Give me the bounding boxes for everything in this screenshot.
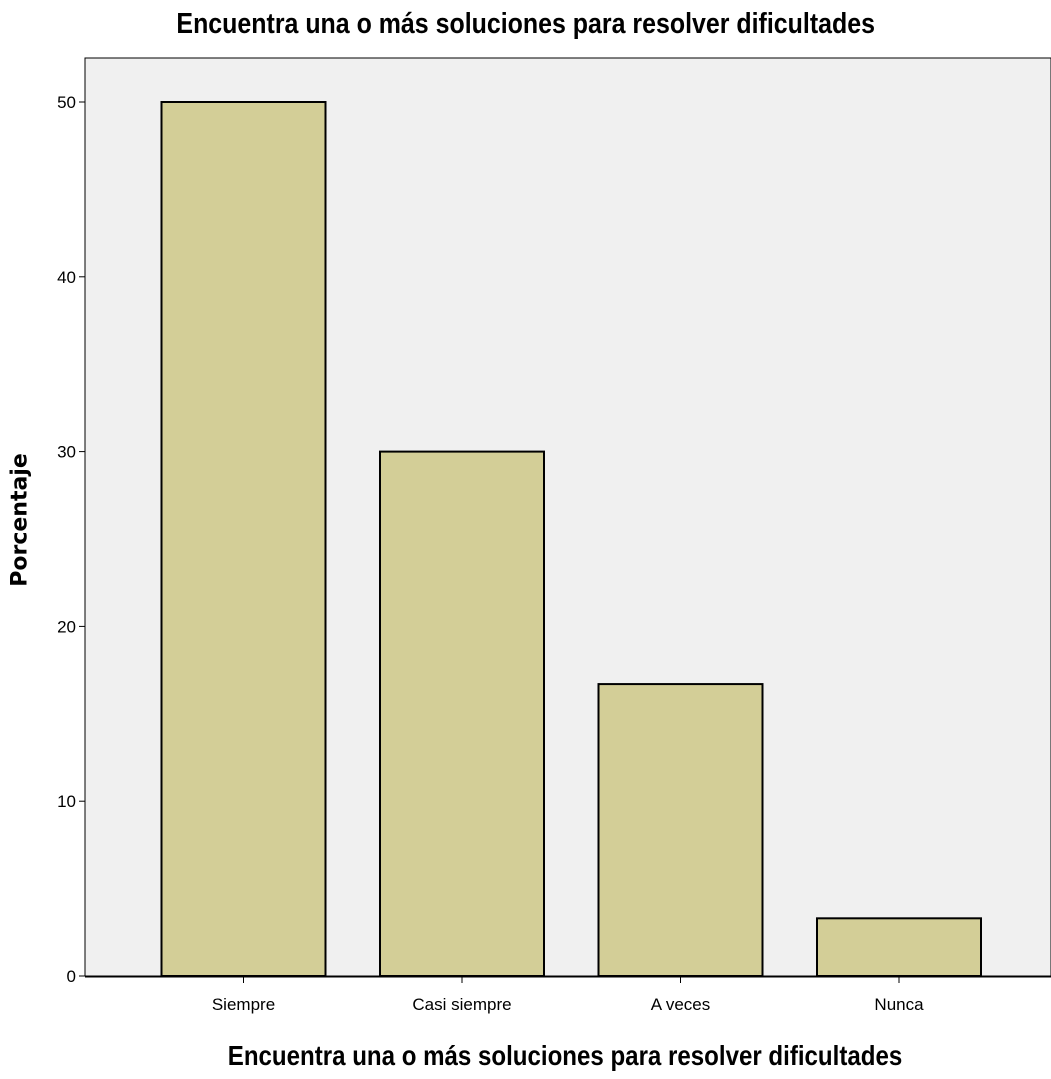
- bar-a-veces: [597, 683, 764, 977]
- y-tick-label: 30: [57, 443, 76, 462]
- y-axis: 0 10 20 30 40 50: [57, 93, 85, 986]
- x-axis: Siempre Casi siempre A veces Nunca: [212, 976, 924, 1014]
- x-tick-label: A veces: [651, 995, 711, 1014]
- x-tick-label: Casi siempre: [412, 995, 511, 1014]
- bar-siempre: [160, 101, 327, 977]
- y-tick-label: 40: [57, 268, 76, 287]
- x-axis-title: Encuentra una o más soluciones para reso…: [227, 1040, 903, 1071]
- bar-casi-siempre: [379, 450, 545, 978]
- y-tick-label: 20: [57, 617, 76, 636]
- bar-nunca: [816, 917, 982, 977]
- chart-title: Encuentra una o más soluciones para reso…: [176, 8, 875, 40]
- y-tick-label: 50: [57, 93, 76, 112]
- y-tick-label: 10: [57, 792, 76, 811]
- x-tick-label: Nunca: [874, 995, 924, 1014]
- y-tick-label: 0: [67, 967, 76, 986]
- x-tick-label: Siempre: [212, 995, 275, 1014]
